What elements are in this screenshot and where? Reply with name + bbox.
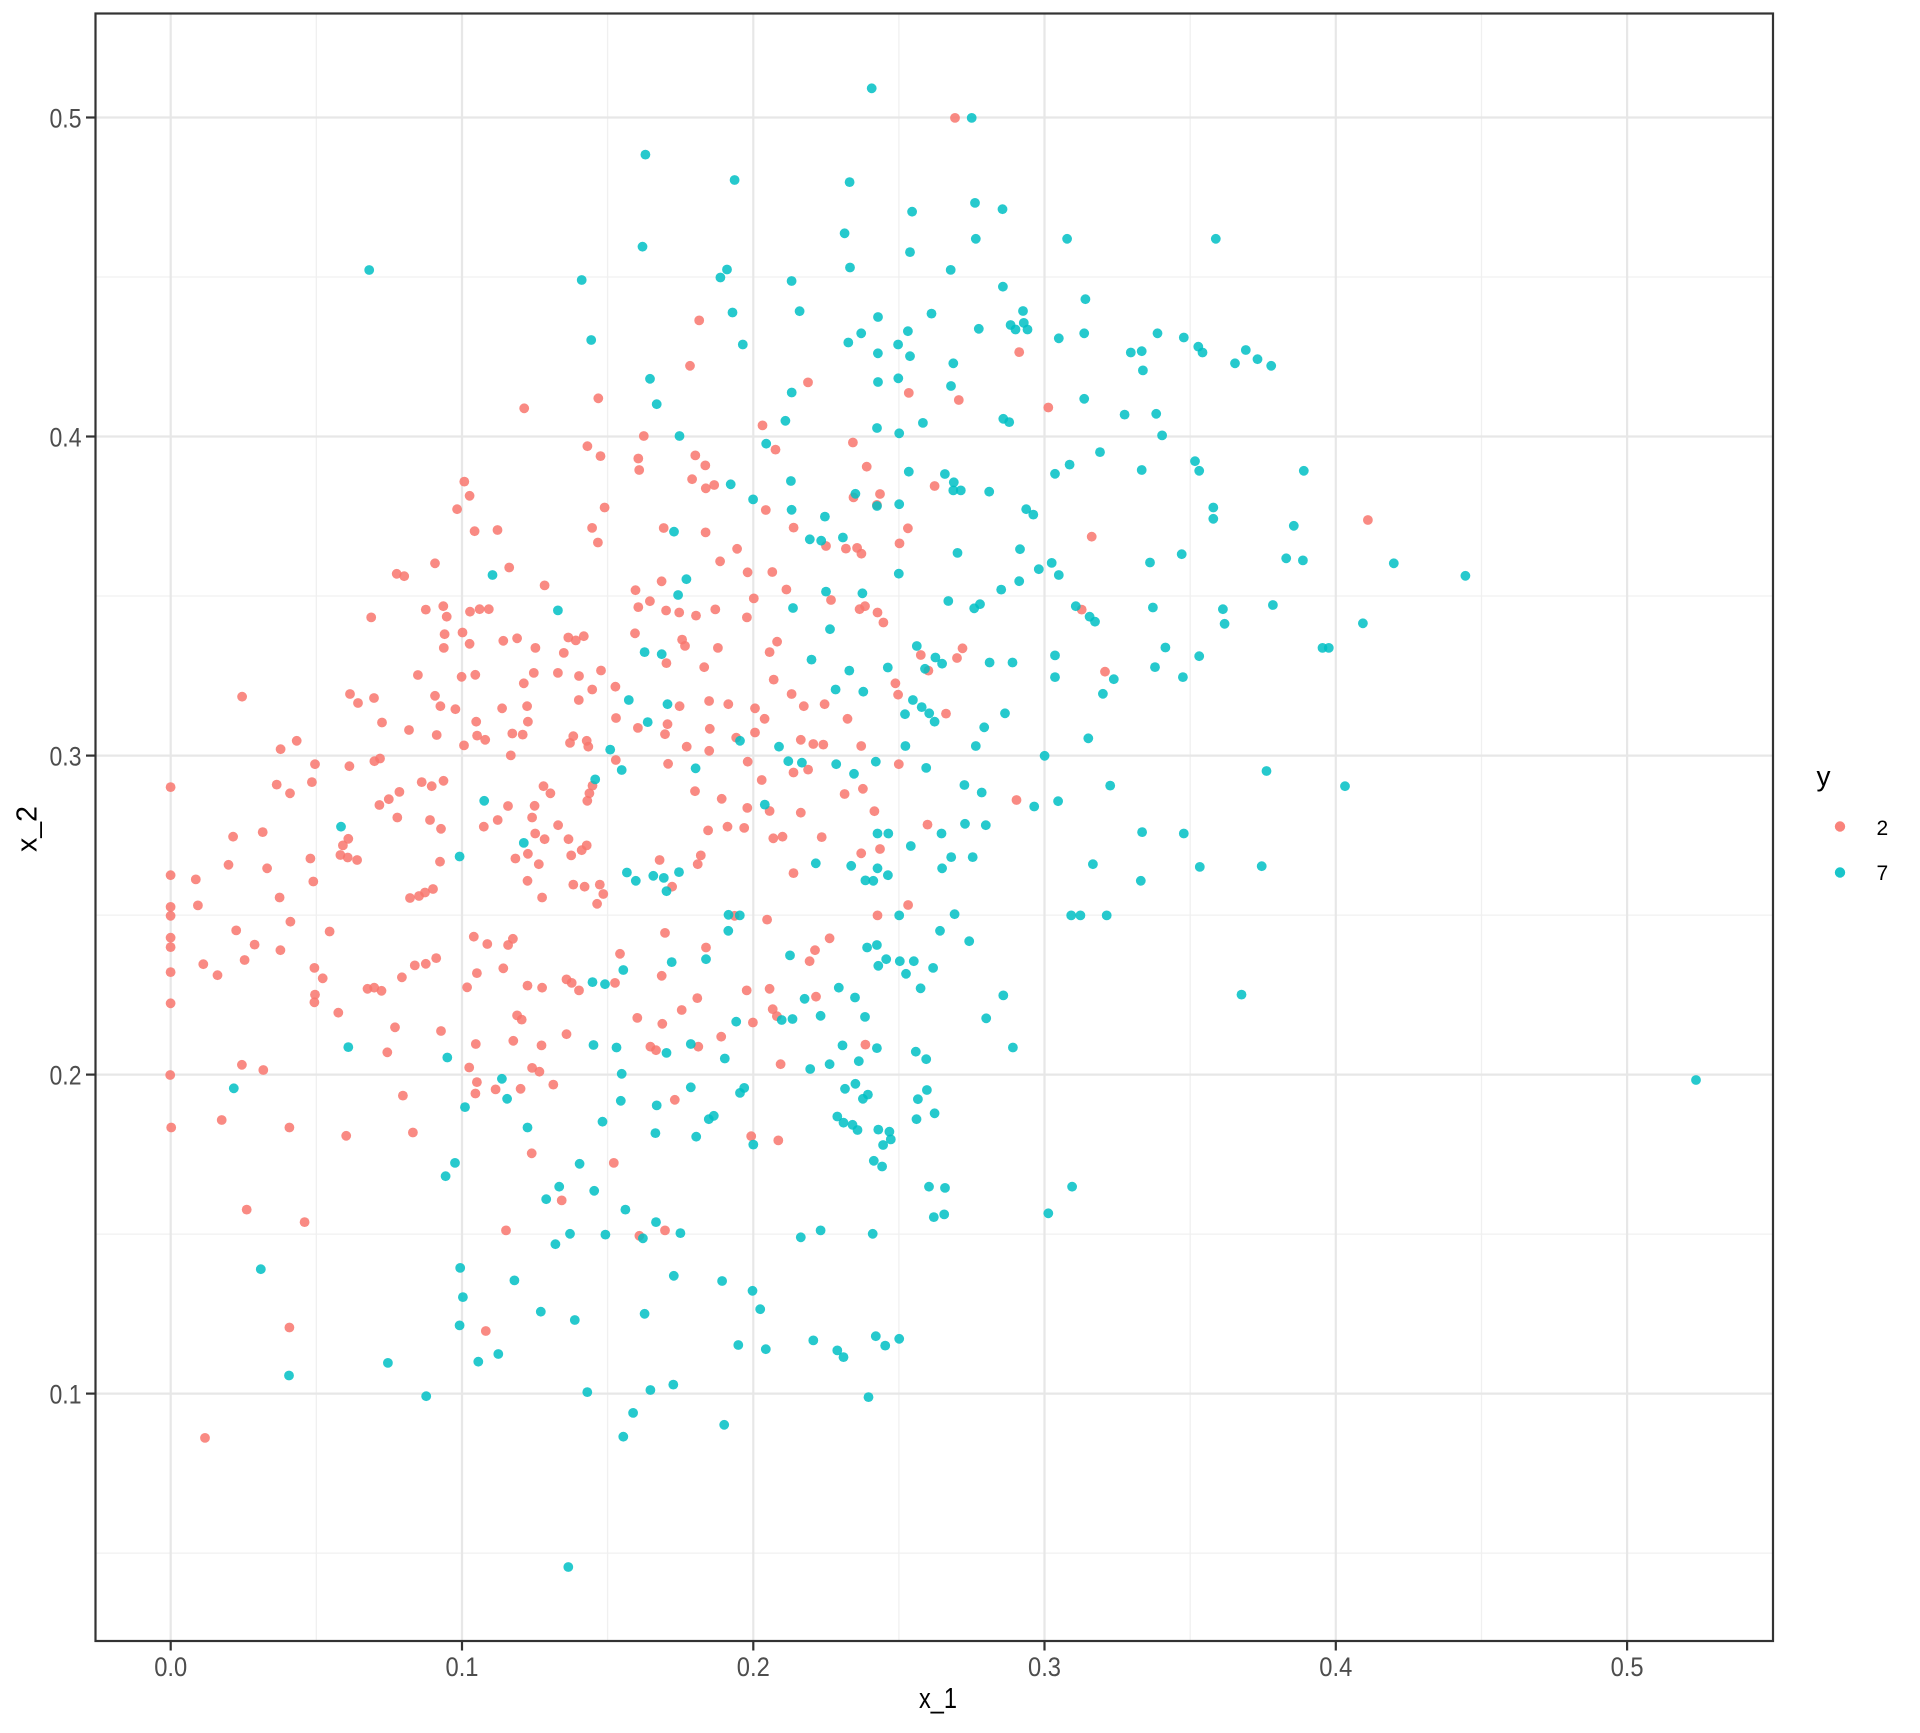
svg-text:0.4: 0.4 [1319,1652,1352,1682]
svg-text:0.4: 0.4 [50,422,82,452]
svg-text:7: 7 [1877,862,1889,885]
svg-text:x_2: x_2 [12,806,44,852]
svg-text:0.5: 0.5 [1611,1652,1644,1682]
svg-text:0.1: 0.1 [446,1652,479,1682]
svg-text:2: 2 [1877,817,1889,840]
svg-text:y: y [1817,761,1831,792]
svg-text:0.2: 0.2 [50,1061,82,1091]
svg-text:0.1: 0.1 [50,1380,82,1410]
svg-text:0.0: 0.0 [154,1652,187,1682]
svg-text:0.2: 0.2 [737,1652,770,1682]
svg-text:0.3: 0.3 [50,742,82,772]
svg-text:0.5: 0.5 [50,103,82,133]
svg-text:x_1: x_1 [919,1683,957,1715]
svg-text:0.3: 0.3 [1028,1652,1061,1682]
